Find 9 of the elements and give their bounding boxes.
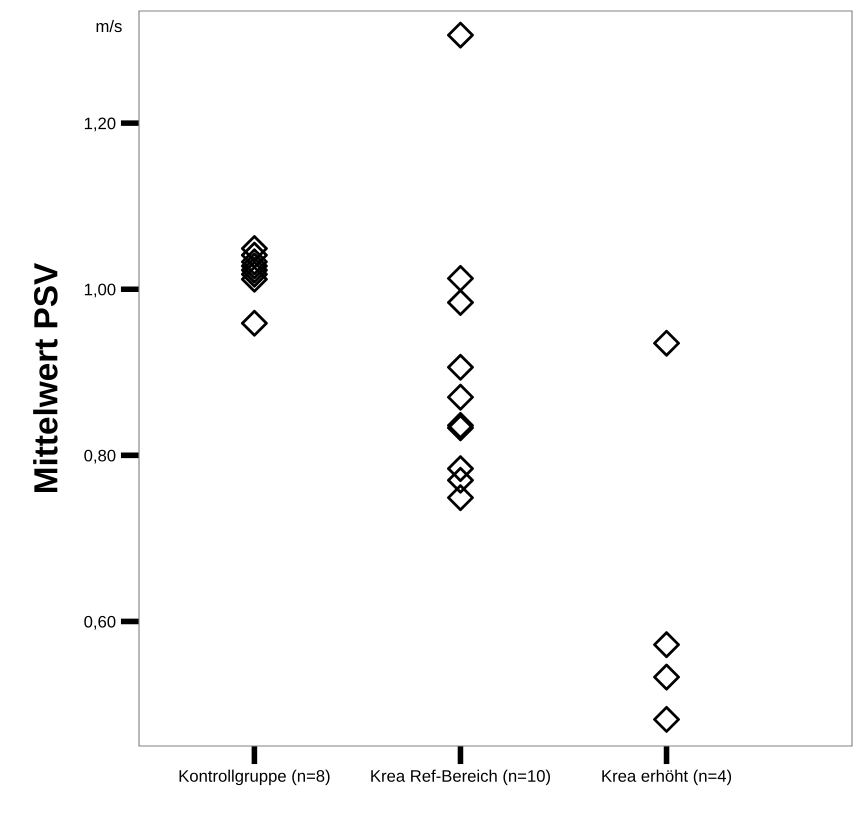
y-tick-label: 0,80 — [84, 450, 116, 464]
y-tick-label: 0,60 — [84, 616, 116, 630]
x-tick-label: Krea erhöht (n=4) — [602, 770, 732, 786]
x-tick-label: Krea Ref-Bereich (n=10) — [371, 770, 550, 786]
y-axis-title: Mittelwert PSV — [33, 262, 58, 492]
y-tick-label: 1,00 — [84, 284, 116, 298]
text: m/s — [96, 20, 122, 32]
y-tick-label: 1,20 — [84, 118, 116, 132]
x-tick-label: Kontrollgruppe (n=8) — [180, 770, 330, 786]
